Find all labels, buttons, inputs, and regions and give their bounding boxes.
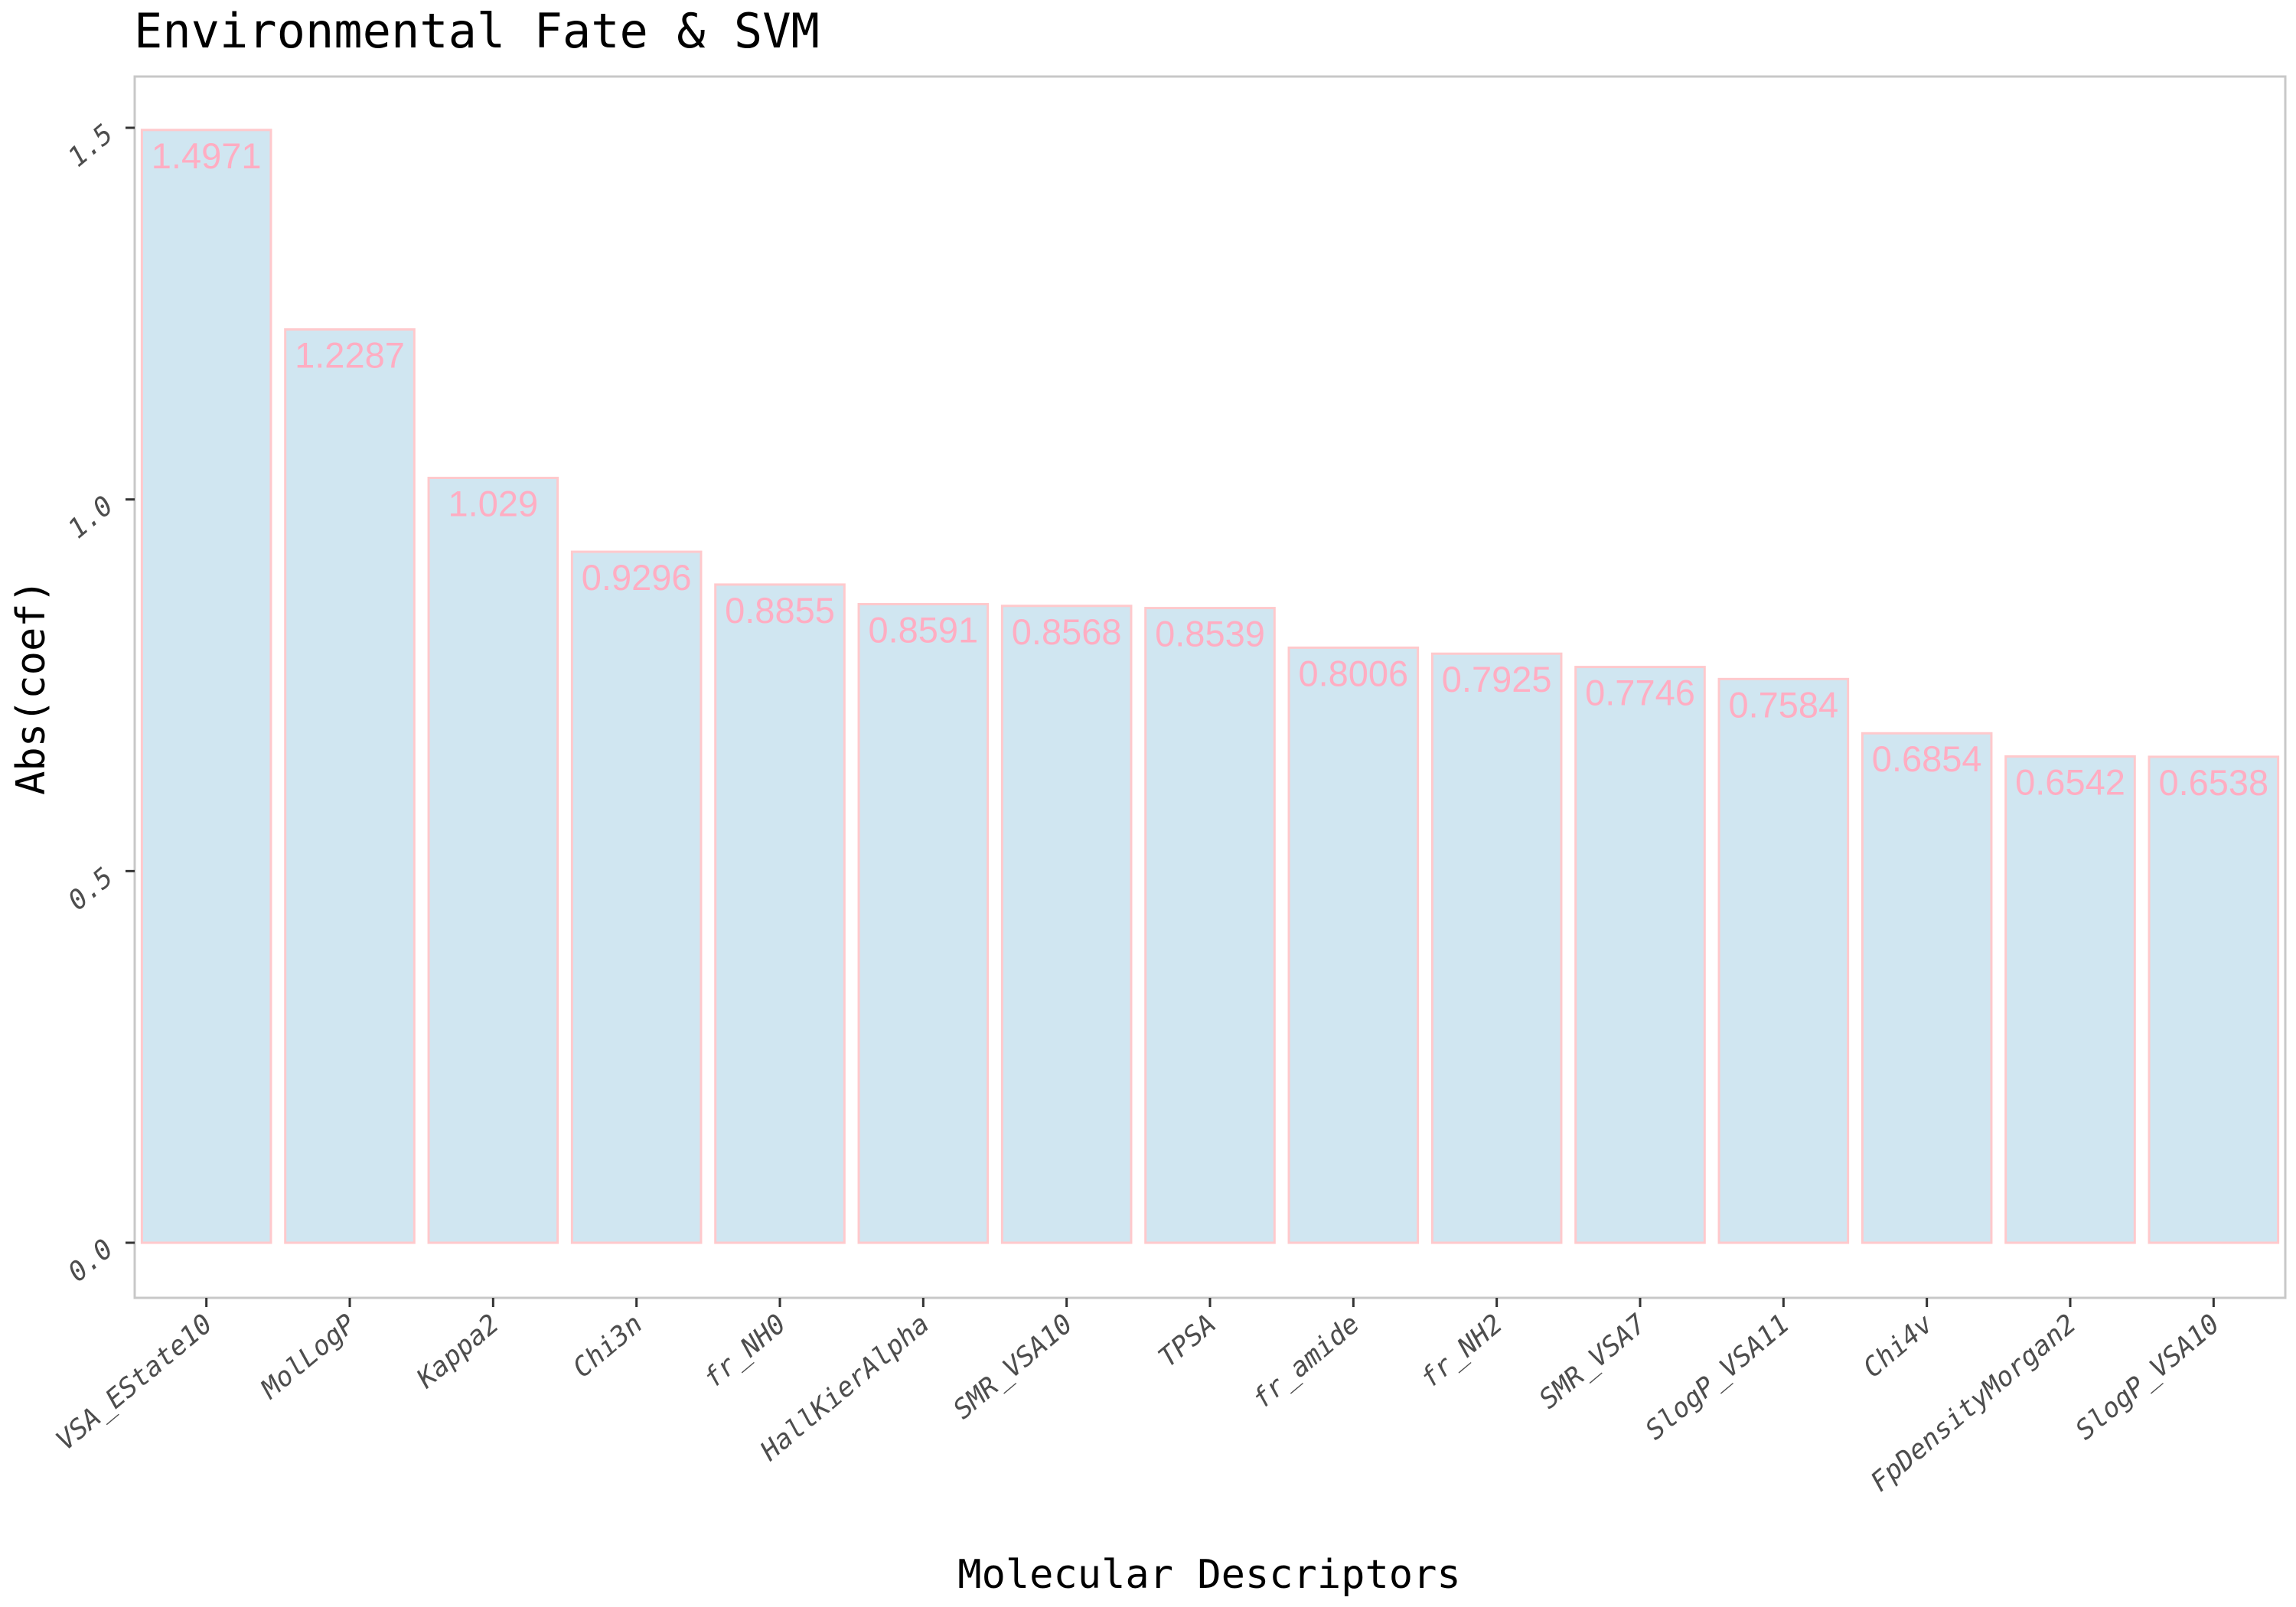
- data-label: 1.2287: [295, 335, 405, 376]
- bar-SMR_VSA10: [1000, 605, 1133, 1244]
- y-tick-label: 1.5: [63, 119, 119, 173]
- bar-fr_NH2: [1430, 652, 1563, 1244]
- x-tick-label: MolLogP: [255, 1309, 362, 1406]
- data-label: 0.7746: [1585, 673, 1695, 713]
- x-tick-label: fr_amide: [1247, 1309, 1365, 1415]
- data-label: 0.6538: [2158, 762, 2268, 803]
- x-tick-label: SMR_VSA7: [1534, 1309, 1652, 1415]
- bars-group: [140, 129, 2280, 1244]
- data-labels-group: 1.4971 1.2287 1.029 0.9296 0.8855 0.8591 0.856…: [152, 135, 2268, 803]
- y-tick-label: 0.0: [63, 1234, 119, 1288]
- data-label: 0.7925: [1442, 659, 1552, 699]
- bar-SlogP_VSA11: [1717, 677, 1850, 1244]
- data-label: 0.8568: [1012, 611, 1122, 652]
- bar-Kappa2: [427, 476, 559, 1244]
- x-tick-label: Chi3n: [567, 1309, 648, 1384]
- y-axis-title: Abs(coef): [8, 579, 54, 795]
- y-axis: 0.0 0.5 1.0 1.5: [63, 119, 135, 1289]
- x-tick-label: SlogP_VSA10: [2070, 1309, 2226, 1446]
- bar-MolLogP: [284, 328, 416, 1244]
- x-tick-label: Kappa2: [411, 1309, 505, 1395]
- data-label: 1.029: [448, 483, 539, 523]
- data-label: 1.4971: [152, 135, 262, 176]
- bar-VSA_EState10: [140, 129, 272, 1244]
- x-axis-title: Molecular Descriptors: [957, 1552, 1460, 1598]
- x-tick-label: SlogP_VSA11: [1640, 1309, 1795, 1446]
- bar-SlogP_VSA10: [2148, 755, 2280, 1244]
- data-label: 0.8855: [725, 590, 835, 631]
- bar-Chi4v: [1861, 732, 1993, 1244]
- x-tick-label: SMR_VSA10: [947, 1309, 1078, 1426]
- x-tick-label: VSA_EState10: [51, 1309, 218, 1456]
- data-label: 0.7584: [1728, 684, 1838, 725]
- bar-SMR_VSA7: [1574, 666, 1706, 1244]
- data-label: 0.8006: [1298, 653, 1408, 693]
- bar-TPSA: [1144, 607, 1276, 1244]
- x-tick-label: Chi4v: [1857, 1309, 1939, 1384]
- data-label: 0.6854: [1872, 738, 1982, 779]
- bar-Chi3n: [570, 550, 703, 1244]
- data-label: 0.8539: [1155, 614, 1265, 654]
- y-tick-label: 0.5: [63, 862, 119, 917]
- data-label: 0.9296: [582, 557, 692, 598]
- chart-title: Environmental Fate & SVM: [134, 3, 820, 59]
- x-tick-label: fr_NH2: [1415, 1309, 1509, 1394]
- bar-fr_amide: [1287, 646, 1420, 1244]
- y-tick-label: 1.0: [63, 491, 119, 545]
- x-axis: VSA_EState10 MolLogP Kappa2 Chi3n fr_NH0Hall…: [51, 1298, 2226, 1498]
- bar-FpDensityMorgan2: [2004, 755, 2136, 1244]
- x-tick-label: TPSA: [1153, 1309, 1221, 1374]
- x-tick-label: fr_NH0: [698, 1309, 792, 1394]
- data-label: 0.6542: [2015, 762, 2125, 803]
- bar-HallKierAlpha: [857, 603, 990, 1244]
- data-label: 0.8591: [868, 610, 978, 650]
- bar-fr_NH0: [714, 583, 846, 1244]
